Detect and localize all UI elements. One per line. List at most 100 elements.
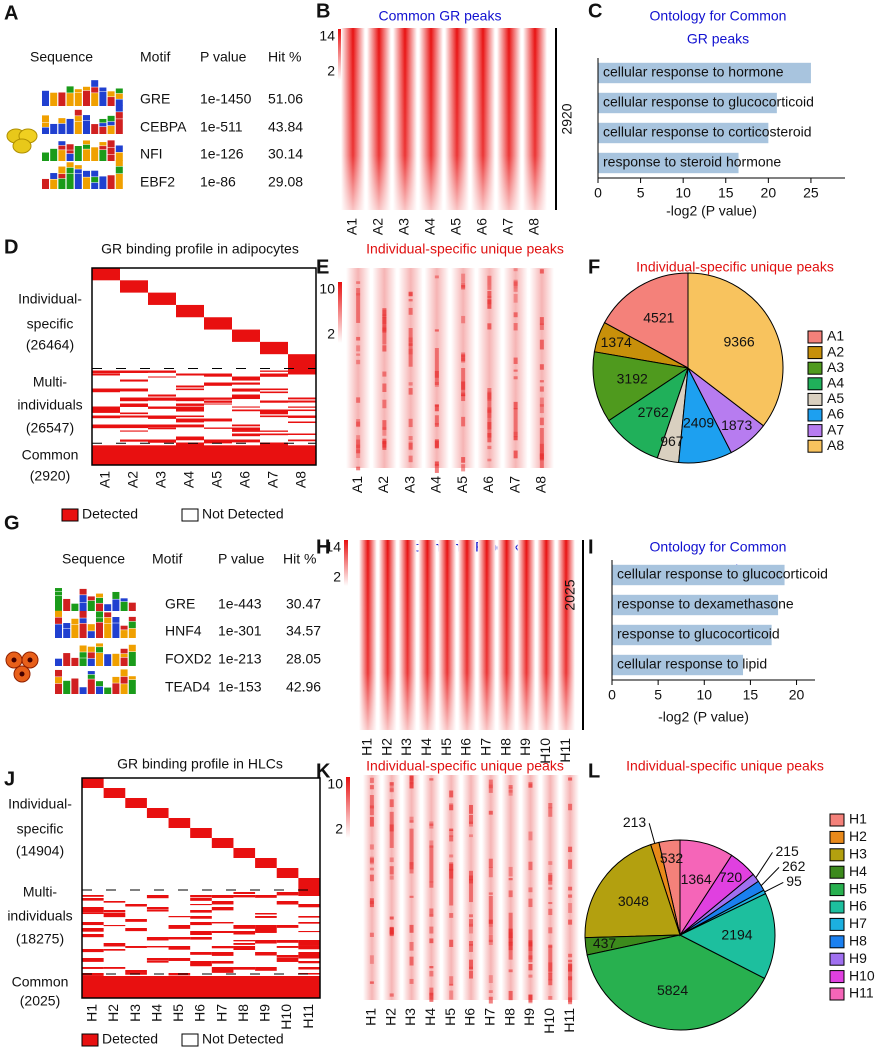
x-tick-label: 25 (803, 185, 819, 201)
peak-dash (389, 788, 394, 793)
multi-stripe (176, 373, 204, 376)
column-fade (536, 540, 557, 730)
multi-stripe (82, 907, 104, 911)
scale-label: 14 (325, 539, 341, 555)
logo-letter (120, 598, 128, 602)
peak-dash (528, 783, 533, 788)
group-count: (2025) (20, 993, 60, 1009)
legend-swatch (829, 952, 845, 966)
logo-letter (50, 92, 58, 106)
legend-swatch (807, 377, 823, 391)
legend-swatch (61, 508, 79, 522)
peak-dash (408, 442, 413, 451)
logo-letter (104, 623, 112, 638)
peak-dash (539, 417, 544, 426)
peak-dash (429, 938, 434, 944)
logo-letter (79, 658, 87, 666)
logo-letter (74, 109, 82, 116)
table-cell: 42.96 (286, 679, 321, 695)
group-count: (2920) (30, 468, 70, 484)
legend-swatch (807, 439, 823, 453)
peak-dash (528, 898, 533, 908)
logo-letter (99, 176, 107, 189)
multi-stripe (176, 442, 204, 446)
peak-run (568, 963, 573, 1003)
legend-label: H3 (849, 846, 867, 862)
multi-stripe (125, 928, 147, 932)
peak-run (449, 862, 454, 906)
logo-letter (50, 173, 58, 179)
peak-dash (548, 807, 553, 817)
multi-stripe (176, 424, 204, 428)
multi-stripe (298, 952, 320, 956)
logo-letter (120, 653, 128, 658)
column-label: H2 (378, 738, 394, 756)
peak-dash (548, 944, 553, 948)
peak-dash (369, 785, 374, 790)
logo-letter (96, 603, 103, 611)
column-fade (457, 540, 477, 730)
multi-stripe (211, 931, 234, 933)
logo-letter (79, 595, 87, 603)
peak-dash (408, 455, 413, 463)
specific-block (232, 329, 260, 342)
multi-stripe (255, 940, 277, 944)
chart-title: Ontology for Common (650, 8, 787, 24)
x-tick-label: 5 (654, 687, 662, 703)
multi-stripe (120, 415, 148, 418)
x-tick-label: 10 (675, 185, 691, 201)
group-label: individuals (17, 397, 82, 413)
logo-letter (91, 182, 99, 189)
multi-stripe (255, 952, 277, 956)
peak-dash (408, 298, 413, 302)
multi-stripe (120, 397, 148, 402)
logo-letter (83, 170, 90, 177)
legend-label: H5 (849, 880, 867, 896)
logo-letter (55, 669, 62, 677)
logo-letter (55, 677, 62, 684)
multi-stripe (103, 910, 126, 913)
specific-block (146, 808, 169, 818)
multi-stripe (176, 436, 204, 441)
multi-stripe (288, 439, 316, 442)
column-label: A8 (293, 471, 309, 488)
slice-label: 2194 (721, 926, 752, 942)
logo-letter (112, 653, 120, 666)
multi-stripe (288, 415, 316, 418)
group-count: (26547) (26, 420, 74, 436)
multi-stripe (168, 958, 191, 961)
multi-stripe (82, 949, 104, 953)
logo-letter (74, 92, 82, 106)
logo-letter (107, 91, 115, 97)
bar-label: cellular response to hormone (603, 64, 784, 80)
multi-stripe (276, 925, 299, 928)
logo-letter (63, 628, 71, 638)
multi-stripe (232, 430, 260, 432)
logo-letter (63, 680, 71, 694)
legend-label: A6 (827, 406, 844, 422)
peak-dash (548, 874, 553, 885)
legend-swatch (807, 361, 823, 375)
logo-letter (42, 127, 49, 134)
multi-stripe (82, 973, 104, 976)
multi-stripe (233, 940, 256, 942)
multi-stripe (288, 421, 316, 424)
peak-dash (488, 858, 493, 868)
scale-label: 2 (327, 63, 335, 79)
peak-dash (449, 828, 454, 831)
multi-stripe (103, 967, 126, 969)
multi-stripe (260, 370, 288, 372)
scale-label: 2 (335, 821, 343, 837)
column-label: A7 (500, 218, 516, 235)
logo-letter (55, 624, 62, 638)
logo-letter (96, 681, 103, 687)
logo-letter (55, 588, 62, 592)
panel-label: E (316, 256, 329, 278)
multi-stripe (298, 967, 320, 970)
peak-dash (429, 881, 434, 888)
panel-label: B (316, 0, 330, 22)
peak-dash (461, 416, 466, 427)
logo-letter (71, 618, 79, 625)
peak-dash (487, 323, 492, 330)
peak-dash (487, 299, 492, 309)
